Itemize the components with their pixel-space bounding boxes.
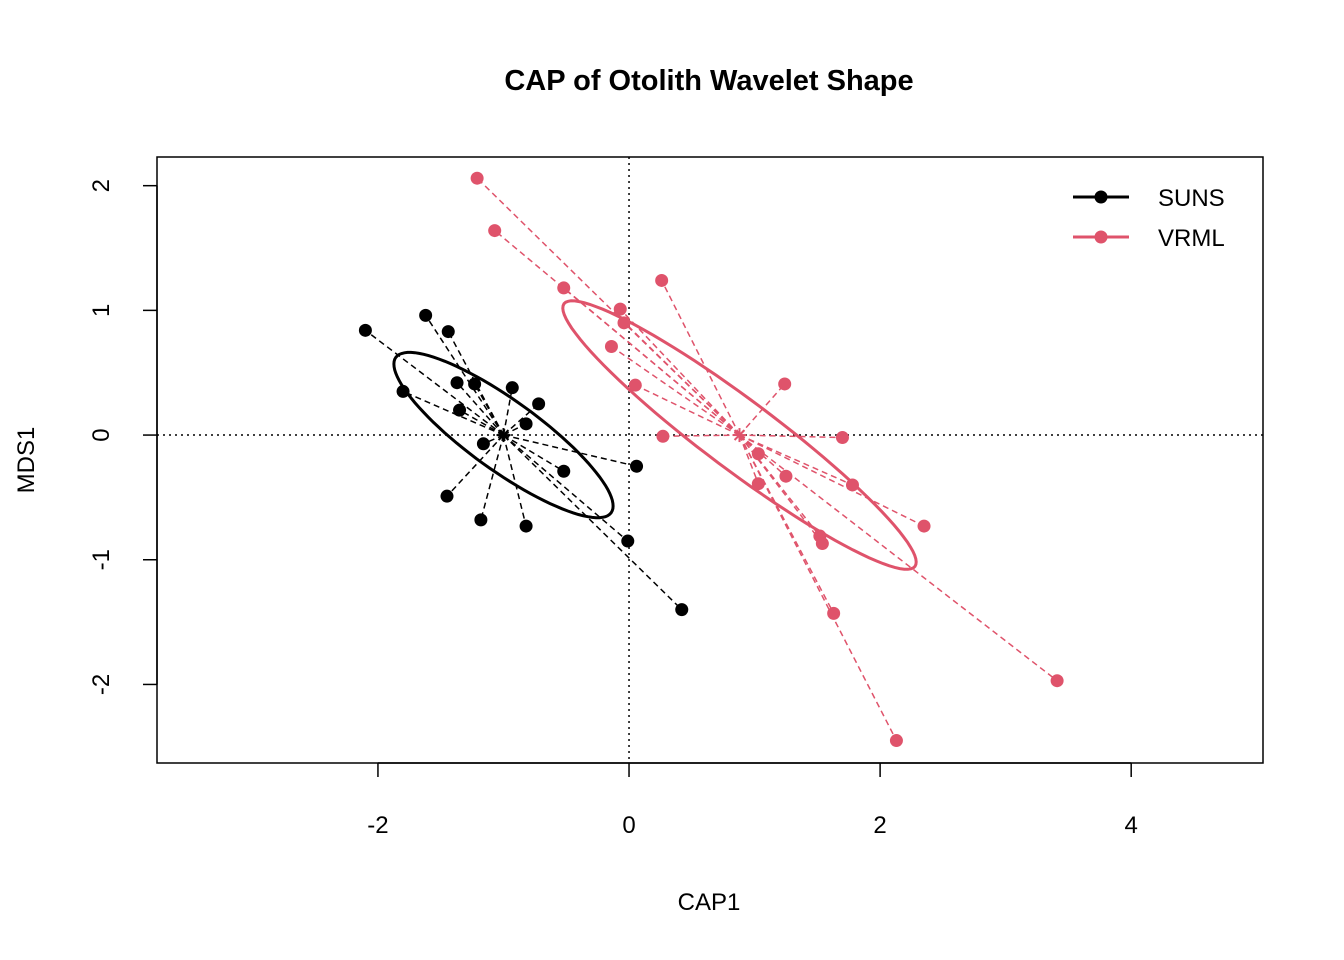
vrml-spoke-14 — [739, 434, 853, 486]
suns-spoke-4 — [456, 382, 505, 436]
suns-spoke-13 — [446, 434, 505, 497]
suns-spoke-1 — [425, 314, 505, 436]
suns-ellipse — [392, 350, 615, 520]
vrml-spoke-10 — [739, 434, 843, 439]
vrml-spoke-2 — [660, 280, 741, 436]
y-tick-label-1: -1 — [88, 549, 115, 570]
suns-point-17 — [675, 603, 689, 617]
suns-point-4 — [450, 376, 464, 390]
vrml-spoke-12 — [738, 434, 760, 484]
y-tick-label-3: 1 — [88, 304, 115, 317]
vrml-point-13 — [779, 469, 793, 483]
vrml-spoke-4 — [619, 308, 741, 436]
vrml-point-3 — [557, 281, 571, 295]
suns-point-1 — [419, 308, 433, 322]
vrml-point-0 — [470, 171, 484, 185]
vrml-point-17 — [815, 537, 829, 551]
suns-spoke-17 — [502, 434, 683, 611]
legend: SUNS VRML — [1073, 185, 1225, 252]
suns-spoke-15 — [502, 434, 527, 527]
vrml-point-20 — [889, 734, 903, 748]
vrml-point-11 — [751, 447, 765, 461]
vrml-ellipse — [561, 299, 918, 571]
suns-point-9 — [519, 417, 533, 431]
suns-point-7 — [532, 397, 546, 411]
x-tick-label-1: 0 — [622, 812, 635, 839]
suns-point-8 — [453, 403, 467, 417]
suns-spoke-16 — [503, 434, 629, 542]
vrml-point-14 — [845, 478, 859, 492]
y-tick-label-0: -2 — [88, 674, 115, 695]
legend-marker-suns — [1094, 190, 1108, 204]
suns-point-0 — [358, 323, 372, 337]
suns-spoke-7 — [502, 403, 540, 436]
vrml-spoke-19 — [739, 434, 1058, 682]
suns-spoke-11 — [503, 434, 565, 472]
x-tick-label-0: -2 — [367, 812, 388, 839]
vrml-point-7 — [628, 378, 642, 392]
y-tick-label-4: 2 — [88, 179, 115, 192]
vrml-point-9 — [656, 429, 670, 443]
suns-point-6 — [505, 381, 519, 395]
vrml-point-12 — [751, 477, 765, 491]
vrml-point-1 — [488, 224, 502, 238]
data-points — [358, 171, 1064, 748]
legend-label-vrml: VRML — [1158, 225, 1225, 252]
vrml-point-2 — [655, 273, 669, 287]
vrml-point-15 — [917, 519, 931, 533]
suns-point-13 — [440, 489, 454, 503]
suns-spoke-8 — [459, 409, 504, 436]
suns-spoke-6 — [502, 387, 514, 436]
vrml-point-10 — [835, 431, 849, 445]
vrml-spoke-17 — [738, 434, 823, 544]
vrml-spoke-3 — [563, 287, 740, 436]
vrml-point-8 — [778, 377, 792, 391]
suns-point-3 — [396, 384, 410, 398]
suns-spoke-12 — [503, 434, 637, 467]
vrml-spoke-20 — [738, 434, 898, 741]
vrml-centroid — [732, 428, 747, 443]
vrml-centroid-stroke-3 — [733, 429, 746, 441]
legend-marker-vrml — [1094, 230, 1108, 244]
x-tick-label-2: 2 — [873, 812, 886, 839]
suns-spoke-3 — [402, 390, 504, 436]
vrml-spoke-15 — [739, 434, 925, 527]
y-axis-label: MDS1 — [13, 427, 40, 494]
suns-point-10 — [476, 437, 490, 451]
suns-point-2 — [441, 325, 455, 339]
x-tick-label-3: 4 — [1125, 812, 1138, 839]
chart-title: CAP of Otolith Wavelet Shape — [504, 65, 913, 97]
suns-point-5 — [468, 377, 482, 391]
suns-point-16 — [621, 534, 635, 548]
y-tick-label-2: 0 — [88, 428, 115, 441]
vrml-spoke-5 — [623, 322, 741, 436]
suns-point-15 — [519, 519, 533, 533]
x-axis: -2 0 2 4 — [367, 762, 1138, 839]
suns-point-14 — [474, 513, 488, 527]
suns-point-12 — [630, 459, 644, 473]
vrml-point-5 — [617, 316, 631, 330]
vrml-spoke-1 — [494, 229, 740, 436]
suns-centroid-stroke-3 — [497, 429, 510, 441]
dispersion-ellipses — [392, 299, 918, 571]
vrml-point-19 — [1050, 674, 1064, 688]
reference-lines — [157, 157, 1263, 763]
vrml-spoke-9 — [662, 434, 740, 438]
suns-spoke-0 — [364, 329, 504, 436]
x-axis-label: CAP1 — [678, 889, 741, 916]
vrml-point-4 — [613, 302, 627, 316]
legend-label-suns: SUNS — [1158, 185, 1225, 212]
plot-area-border — [156, 156, 1264, 764]
suns-spoke-14 — [480, 434, 505, 521]
y-axis: -2 -1 0 1 2 — [88, 179, 158, 695]
vrml-point-18 — [827, 606, 841, 620]
suns-centroid — [496, 428, 511, 443]
suns-point-11 — [557, 464, 571, 478]
vrml-spoke-6 — [611, 345, 740, 436]
vrml-point-6 — [604, 340, 618, 354]
suns-spoke-10 — [483, 434, 504, 445]
